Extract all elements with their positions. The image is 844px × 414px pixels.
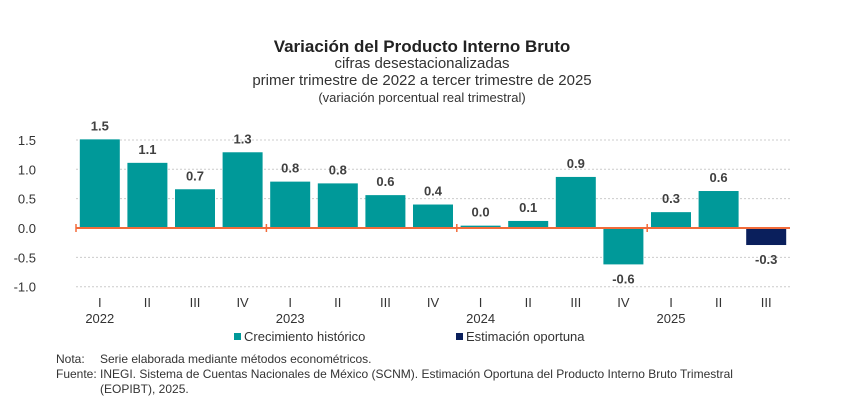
y-tick-label: 1.0 <box>18 162 36 177</box>
note-label: Nota: <box>56 352 85 366</box>
x-tick-label: I <box>669 295 673 310</box>
y-tick-label: -1.0 <box>14 280 36 295</box>
note-text: Serie elaborada mediante métodos economé… <box>100 352 372 366</box>
legend-label: Estimación oportuna <box>466 329 585 344</box>
data-label: -0.6 <box>612 271 634 286</box>
chart-subtitle-1: cifras desestacionalizadas <box>334 55 510 72</box>
x-tick-label: III <box>761 295 772 310</box>
data-label: 0.6 <box>710 170 728 185</box>
chart-title: Variación del Producto Interno Bruto <box>273 37 571 56</box>
x-tick-label: II <box>144 295 151 310</box>
x-tick-label: I <box>98 295 102 310</box>
data-label: 0.4 <box>424 184 443 199</box>
legend-swatch <box>234 333 241 340</box>
bar <box>460 225 501 228</box>
source-label: Fuente: <box>56 367 97 381</box>
bar <box>365 195 406 228</box>
y-tick-label: -0.5 <box>14 250 36 265</box>
bar <box>270 181 311 228</box>
data-label: 0.3 <box>662 191 680 206</box>
x-tick-label: IV <box>427 295 440 310</box>
bar <box>175 189 215 228</box>
x-tick-label: II <box>525 295 532 310</box>
data-label: 1.3 <box>234 131 252 146</box>
legend-swatch <box>456 333 463 340</box>
x-tick-label: III <box>190 295 201 310</box>
legend-label: Crecimiento histórico <box>244 329 365 344</box>
bar <box>79 139 120 228</box>
bar <box>746 228 787 246</box>
year-label: 2025 <box>657 311 686 326</box>
x-tick-label: IV <box>617 295 630 310</box>
data-label: 0.9 <box>567 156 585 171</box>
x-tick-label: II <box>715 295 722 310</box>
x-tick-label: I <box>479 295 483 310</box>
bar <box>651 212 691 228</box>
data-label: 0.7 <box>186 168 204 183</box>
year-label: 2024 <box>466 311 495 326</box>
y-tick-label: 0.5 <box>18 192 36 207</box>
bar <box>603 228 644 265</box>
x-tick-label: IV <box>236 295 249 310</box>
chart-subtitle-2: primer trimestre de 2022 a tercer trimes… <box>252 72 592 89</box>
x-tick-label: III <box>380 295 391 310</box>
x-tick-label: III <box>570 295 581 310</box>
bar <box>413 204 453 228</box>
data-label: 0.1 <box>519 200 537 215</box>
footnotes: Nota: Serie elaborada mediante métodos ec… <box>56 352 733 397</box>
data-label: 0.6 <box>376 174 394 189</box>
source-text: INEGI. Sistema de Cuentas Nacionales de … <box>100 367 733 381</box>
bar <box>222 152 263 228</box>
bar <box>555 176 596 228</box>
bar <box>508 220 549 228</box>
data-label: 1.1 <box>138 142 156 157</box>
bar <box>127 162 168 228</box>
x-tick-label: II <box>334 295 341 310</box>
bar <box>317 183 358 228</box>
x-tick-label: I <box>288 295 292 310</box>
chart-titles: Variación del Producto Interno Bruto cif… <box>0 38 844 106</box>
data-label: 0.8 <box>281 161 299 176</box>
data-label: -0.3 <box>755 252 777 267</box>
chart-subtitle-3: (variación porcentual real trimestral) <box>318 90 526 105</box>
data-label: 0.0 <box>472 205 490 220</box>
y-tick-label: 0.0 <box>18 221 36 236</box>
data-label: 0.8 <box>329 162 347 177</box>
y-tick-label: 1.5 <box>18 133 36 148</box>
year-label: 2023 <box>276 311 305 326</box>
source-text-2: (EOPIBT), 2025. <box>100 382 189 396</box>
bar <box>698 191 739 228</box>
year-label: 2022 <box>85 311 114 326</box>
data-label: 1.5 <box>91 118 109 133</box>
